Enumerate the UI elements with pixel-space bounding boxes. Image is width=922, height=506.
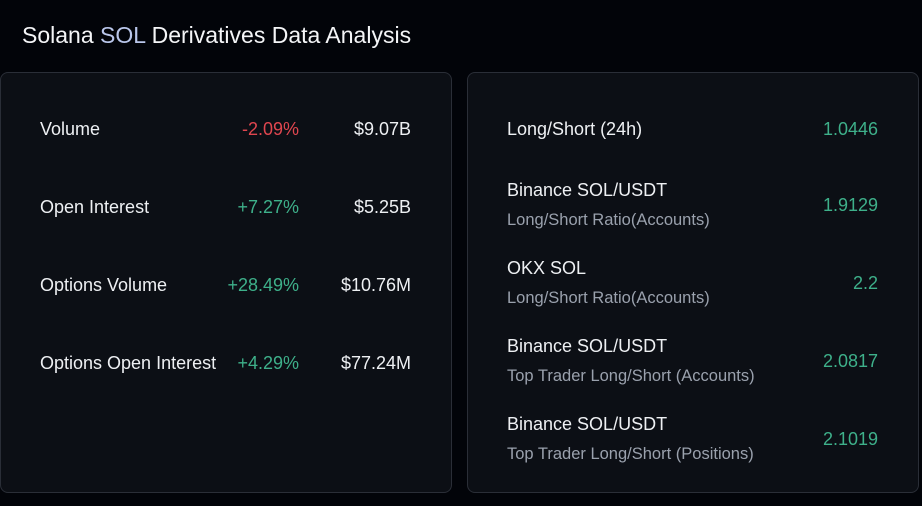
metric-value: $5.25B bbox=[353, 197, 411, 217]
ratio-label: Binance SOL/USDT bbox=[507, 336, 668, 356]
metric-change: +28.49% bbox=[227, 275, 299, 295]
ratio-value: 2.2 bbox=[852, 273, 878, 293]
title-prefix: Solana bbox=[22, 22, 101, 48]
metric-row-options-open-interest: Options Open Interest +4.29% $77.24M bbox=[1, 347, 451, 377]
page-title: Solana SOL Derivatives Data Analysis bbox=[22, 20, 411, 50]
derivatives-metrics-card: Volume -2.09% $9.07B Open Interest +7.27… bbox=[0, 72, 452, 493]
ratio-value: 2.1019 bbox=[822, 429, 878, 449]
metric-row-options-volume: Options Volume +28.49% $10.76M bbox=[1, 269, 451, 299]
ratio-sublabel: Top Trader Long/Short (Accounts) bbox=[507, 367, 755, 385]
ratio-sublabel: Long/Short Ratio(Accounts) bbox=[507, 289, 710, 307]
metric-label: Open Interest bbox=[40, 197, 150, 217]
ratio-sublabel: Top Trader Long/Short (Positions) bbox=[507, 445, 754, 463]
long-short-ratio-card: Long/Short (24h) 1.0446 Binance SOL/USDT… bbox=[467, 72, 919, 493]
metric-value: $77.24M bbox=[340, 353, 411, 373]
metric-row-open-interest: Open Interest +7.27% $5.25B bbox=[1, 191, 451, 221]
metric-change: +4.29% bbox=[237, 353, 299, 373]
ratio-value: 1.9129 bbox=[822, 195, 878, 215]
ratio-label: Long/Short (24h) bbox=[507, 119, 643, 139]
ratio-label: OKX SOL bbox=[507, 258, 587, 278]
ratio-value: 2.0817 bbox=[822, 351, 878, 371]
metric-label: Options Open Interest bbox=[40, 353, 217, 373]
ratio-label: Binance SOL/USDT bbox=[507, 414, 668, 434]
ratio-sublabel: Long/Short Ratio(Accounts) bbox=[507, 211, 710, 229]
metric-label: Options Volume bbox=[40, 275, 168, 295]
metric-value: $9.07B bbox=[353, 119, 411, 139]
metric-value: $10.76M bbox=[340, 275, 411, 295]
title-suffix: Derivatives Data Analysis bbox=[145, 22, 412, 48]
metric-row-volume: Volume -2.09% $9.07B bbox=[1, 113, 451, 143]
metric-label: Volume bbox=[40, 119, 101, 139]
title-accent: SOL bbox=[100, 22, 146, 48]
metric-change: -2.09% bbox=[241, 119, 299, 139]
metric-change: +7.27% bbox=[237, 197, 299, 217]
ratio-label: Binance SOL/USDT bbox=[507, 180, 668, 200]
ratio-value: 1.0446 bbox=[822, 119, 878, 139]
